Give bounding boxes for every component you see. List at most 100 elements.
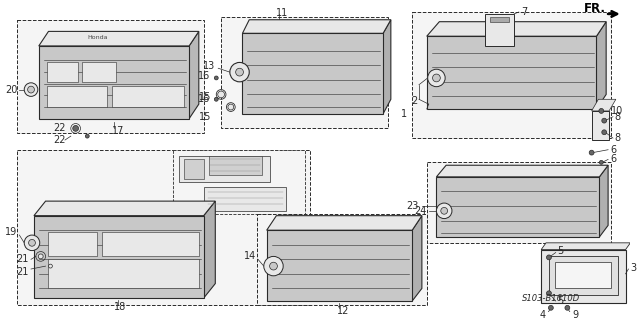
Text: 8: 8 [614,133,620,143]
Polygon shape [267,230,412,301]
Text: 6: 6 [610,145,616,155]
Text: 5: 5 [557,246,564,256]
Text: 22: 22 [53,123,66,133]
Polygon shape [596,22,606,109]
Text: 21: 21 [17,254,29,264]
Text: 3: 3 [630,263,637,273]
Polygon shape [412,12,611,138]
Polygon shape [591,111,609,140]
Circle shape [73,125,79,131]
Polygon shape [427,162,611,243]
Polygon shape [173,150,305,214]
Circle shape [433,74,440,82]
Circle shape [428,69,445,87]
Polygon shape [383,20,391,114]
Polygon shape [427,36,596,109]
Circle shape [236,68,243,76]
Polygon shape [49,232,97,256]
Text: 9: 9 [572,310,579,319]
Polygon shape [209,156,262,175]
Polygon shape [541,250,625,303]
Circle shape [269,262,277,270]
Circle shape [589,150,594,155]
Circle shape [548,305,554,310]
Text: 12: 12 [337,306,349,316]
Text: 1: 1 [401,109,407,119]
Text: 6: 6 [610,154,616,164]
Text: 24: 24 [414,206,427,216]
Text: 23: 23 [406,201,419,211]
Polygon shape [83,63,116,82]
Polygon shape [549,256,618,295]
Polygon shape [485,14,514,46]
Polygon shape [591,99,616,111]
Polygon shape [243,20,391,33]
Circle shape [441,207,447,214]
Polygon shape [600,165,608,237]
Polygon shape [257,214,427,305]
Text: 11: 11 [276,8,289,18]
Polygon shape [189,31,199,119]
Polygon shape [49,259,199,288]
Polygon shape [39,31,199,46]
Text: 10: 10 [611,106,623,116]
Circle shape [29,240,35,246]
Text: 8: 8 [614,112,620,122]
Circle shape [565,305,570,310]
Polygon shape [541,243,630,250]
Polygon shape [39,46,189,119]
Polygon shape [267,216,422,230]
Polygon shape [243,33,383,114]
Text: 13: 13 [203,61,215,71]
Circle shape [24,235,40,251]
Polygon shape [436,165,608,177]
Text: Honda: Honda [87,35,108,40]
Circle shape [230,63,249,82]
Circle shape [602,118,607,123]
Polygon shape [17,150,310,305]
Polygon shape [490,17,509,22]
Polygon shape [427,22,606,36]
Circle shape [264,256,283,276]
Polygon shape [47,63,77,82]
Text: 17: 17 [111,126,124,136]
Circle shape [228,104,234,110]
Text: 15: 15 [199,92,211,102]
Text: 19: 19 [5,227,17,237]
Text: 4: 4 [540,310,546,319]
Circle shape [38,254,43,259]
Circle shape [24,83,38,96]
Text: 7: 7 [521,7,527,17]
Circle shape [49,264,52,268]
Circle shape [214,97,218,101]
Text: 15: 15 [199,112,211,122]
Circle shape [547,255,552,260]
Polygon shape [34,201,215,216]
Polygon shape [102,232,199,256]
Polygon shape [412,216,422,301]
Text: S103-B1610D: S103-B1610D [522,294,580,303]
Polygon shape [184,160,204,179]
Polygon shape [34,216,204,298]
Polygon shape [221,17,388,128]
Circle shape [218,91,225,98]
Circle shape [214,76,218,80]
Polygon shape [204,187,286,211]
Circle shape [85,134,89,138]
Text: 18: 18 [115,302,127,312]
Polygon shape [47,86,107,107]
Circle shape [28,86,35,93]
Polygon shape [17,20,204,133]
Circle shape [602,130,607,135]
Polygon shape [179,156,269,182]
Text: 22: 22 [53,135,66,145]
Text: 16: 16 [198,71,211,81]
Text: FR.: FR. [584,2,606,15]
Circle shape [547,291,552,296]
Polygon shape [555,262,611,288]
Text: 14: 14 [244,251,256,261]
Text: 21: 21 [17,267,29,277]
Circle shape [600,160,604,164]
Text: 20: 20 [5,85,17,95]
Polygon shape [111,86,184,107]
